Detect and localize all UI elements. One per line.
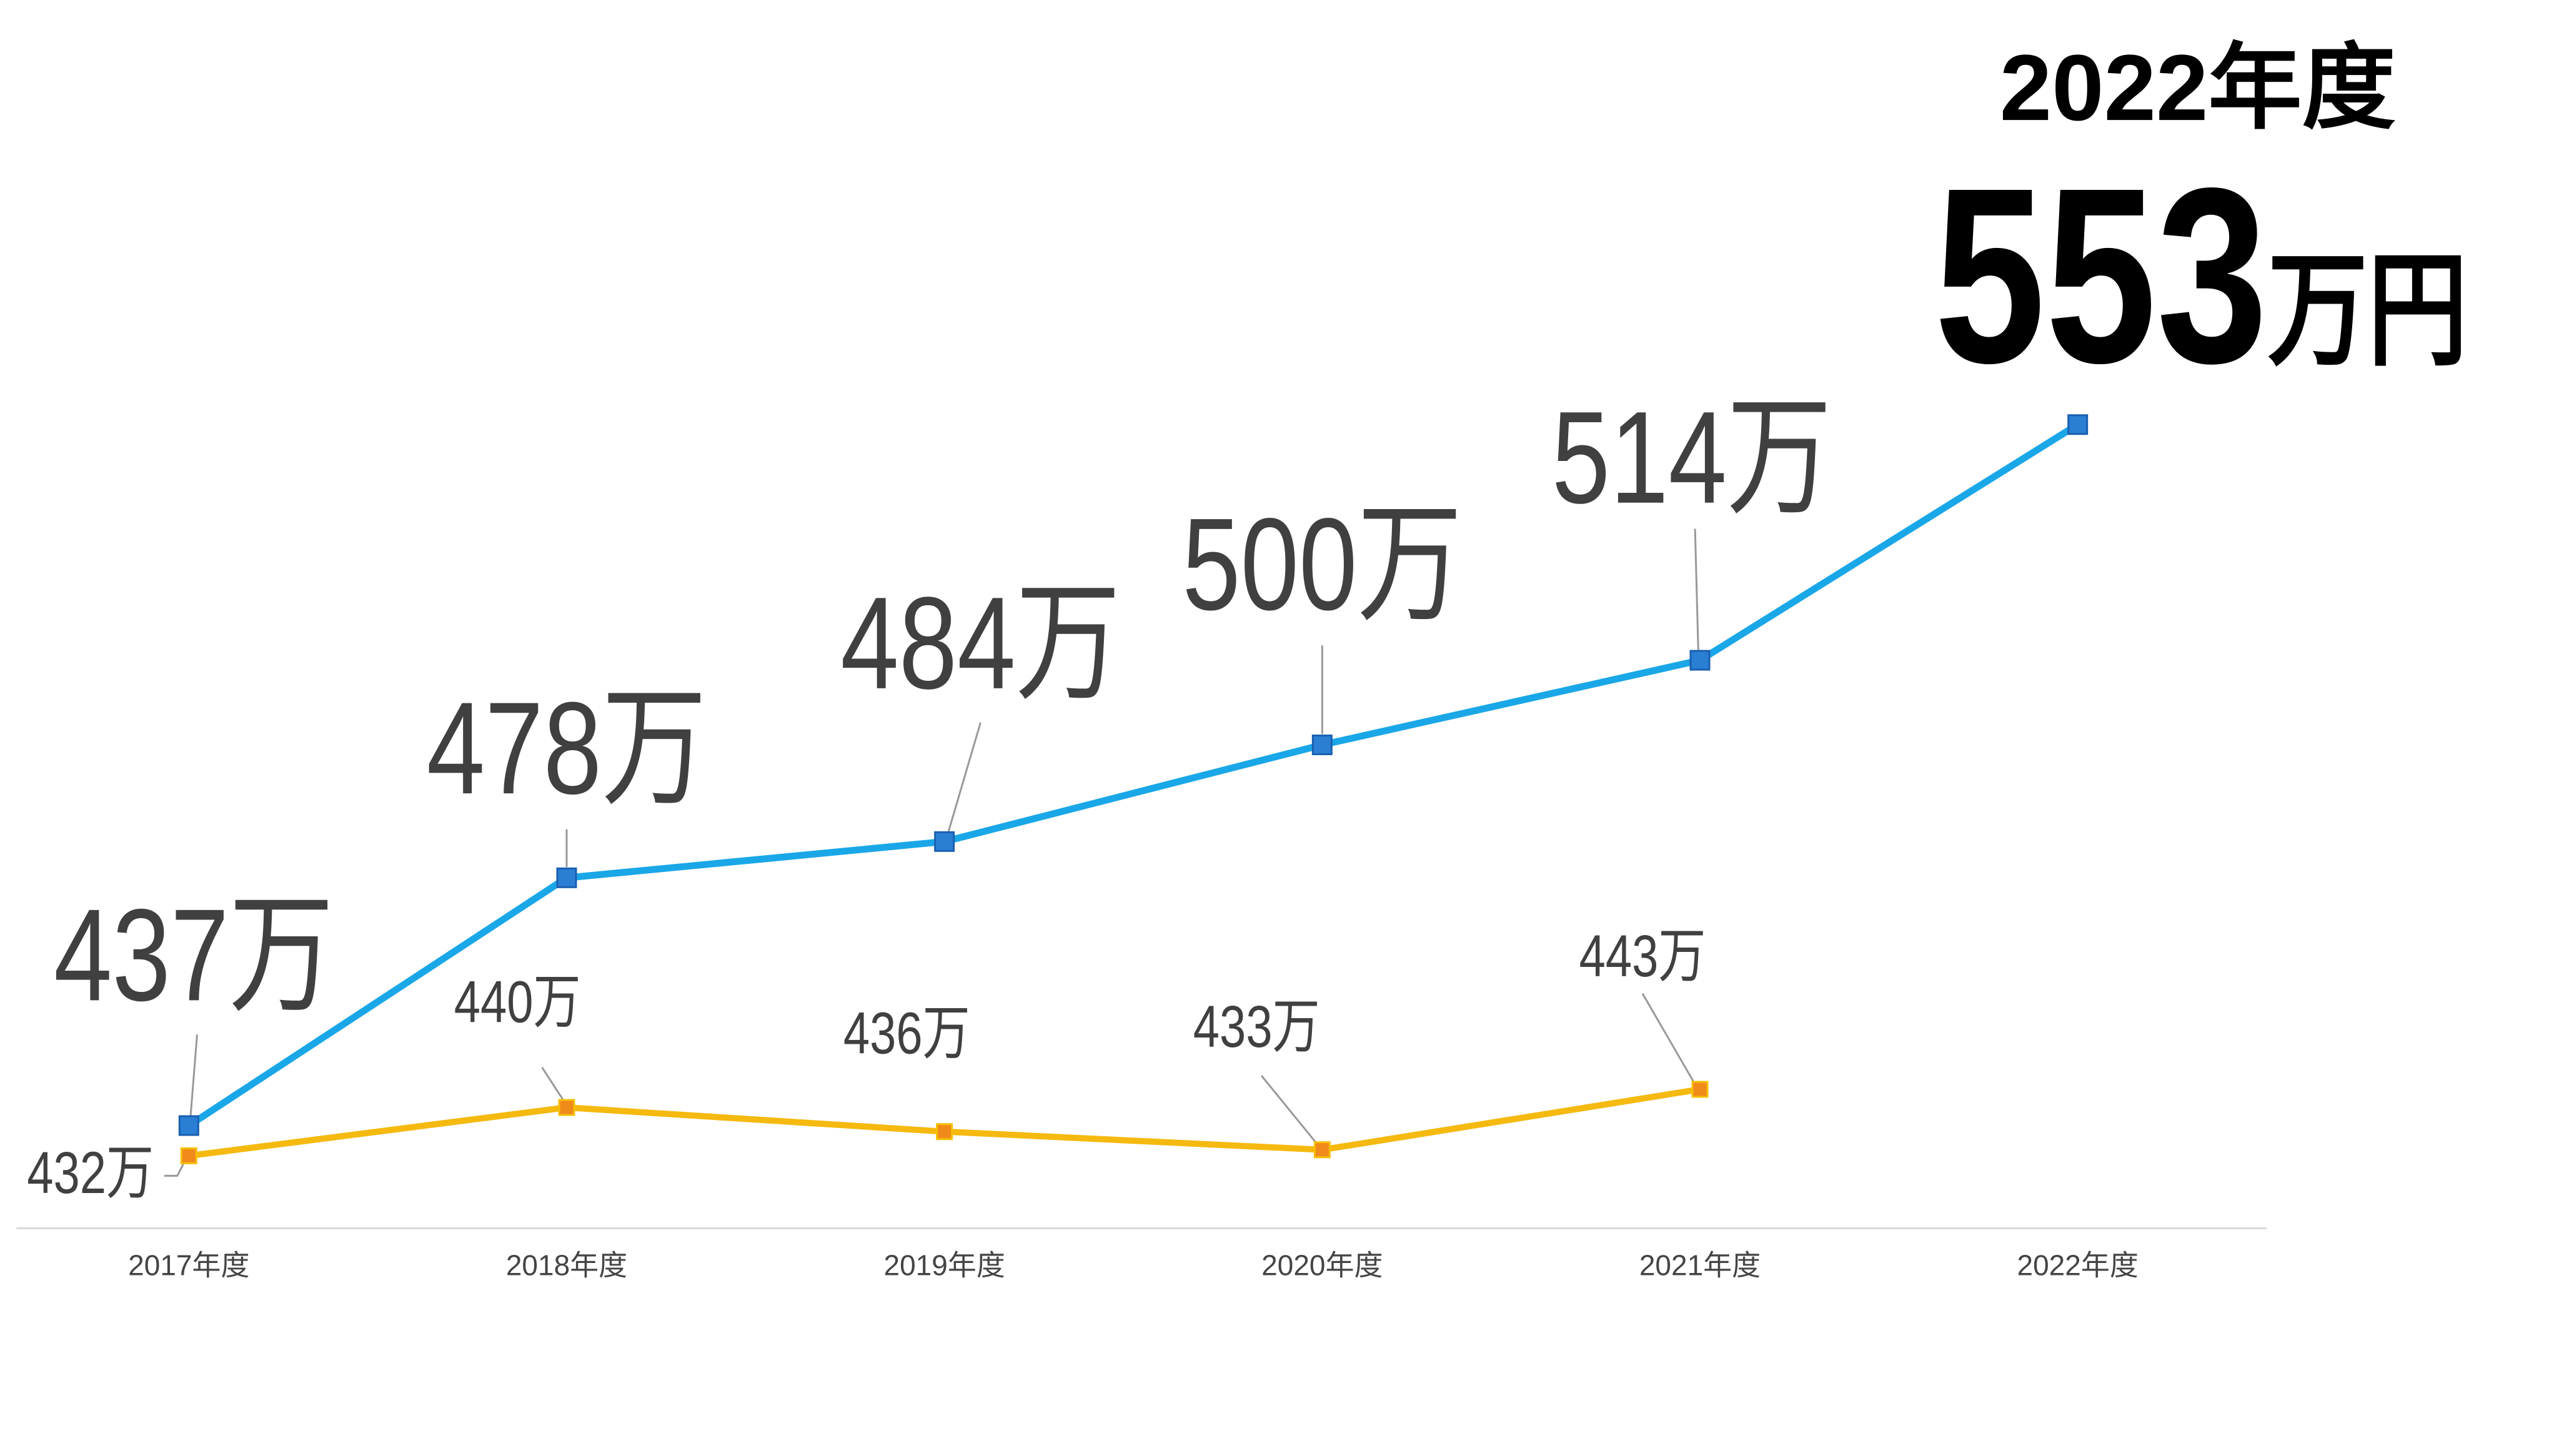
- leader-line: [189, 1034, 198, 1117]
- value-label-group: 440万: [454, 969, 581, 1036]
- value-label-group: 553万円: [1934, 136, 2468, 415]
- value-label-group: 478万: [427, 675, 707, 821]
- value-label: 436万: [843, 1001, 970, 1067]
- value-label-group: 432万: [27, 1140, 154, 1206]
- value-label: 484万: [840, 570, 1120, 716]
- x-tick-label: 2022年度: [2017, 1249, 2139, 1282]
- value-label-group: 484万: [840, 570, 1120, 716]
- value-label-group: 514万: [1552, 385, 1832, 531]
- value-label-group: 443万: [1579, 923, 1706, 989]
- value-label: 514万: [1552, 385, 1832, 531]
- value-label-group: 436万: [843, 1001, 970, 1067]
- highlight-year: 2022年度: [2000, 35, 2396, 140]
- value-label: 432万: [27, 1140, 154, 1206]
- leader-line: [947, 722, 981, 834]
- marker: [934, 831, 955, 852]
- marker: [178, 1115, 199, 1136]
- leader-line: [1694, 528, 1699, 652]
- leader-line: [164, 1159, 187, 1177]
- marker: [2067, 414, 2089, 435]
- value-label: 478万: [427, 675, 707, 821]
- marker: [1313, 1141, 1331, 1159]
- value-label: 433万: [1193, 994, 1320, 1060]
- x-tick-label: 2021年度: [1639, 1249, 1761, 1282]
- value-label-group: 437万: [54, 882, 334, 1028]
- marker: [556, 867, 577, 888]
- marker: [1689, 650, 1711, 671]
- leader-line: [1260, 1075, 1320, 1147]
- value-label: 437万: [54, 882, 334, 1028]
- leader-line: [1641, 993, 1698, 1088]
- value-label: 440万: [454, 969, 581, 1036]
- marker: [1691, 1081, 1709, 1098]
- series-line: [188, 1086, 1701, 1159]
- leader-line: [541, 1067, 565, 1101]
- series-line: [187, 422, 2080, 1129]
- value-label-group: 500万: [1182, 492, 1462, 638]
- x-tick-label: 2017年度: [128, 1249, 249, 1282]
- marker: [180, 1147, 197, 1164]
- marker: [936, 1123, 953, 1141]
- marker: [558, 1099, 575, 1116]
- x-tick-label: 2019年度: [884, 1249, 1005, 1282]
- value-label: 553万円: [1934, 136, 2468, 415]
- marker: [1311, 735, 1333, 756]
- value-label: 443万: [1579, 923, 1706, 989]
- value-label: 500万: [1182, 492, 1462, 638]
- x-tick-label: 2020年度: [1261, 1249, 1383, 1282]
- x-tick-label: 2018年度: [506, 1249, 627, 1282]
- value-label-group: 433万: [1193, 994, 1320, 1060]
